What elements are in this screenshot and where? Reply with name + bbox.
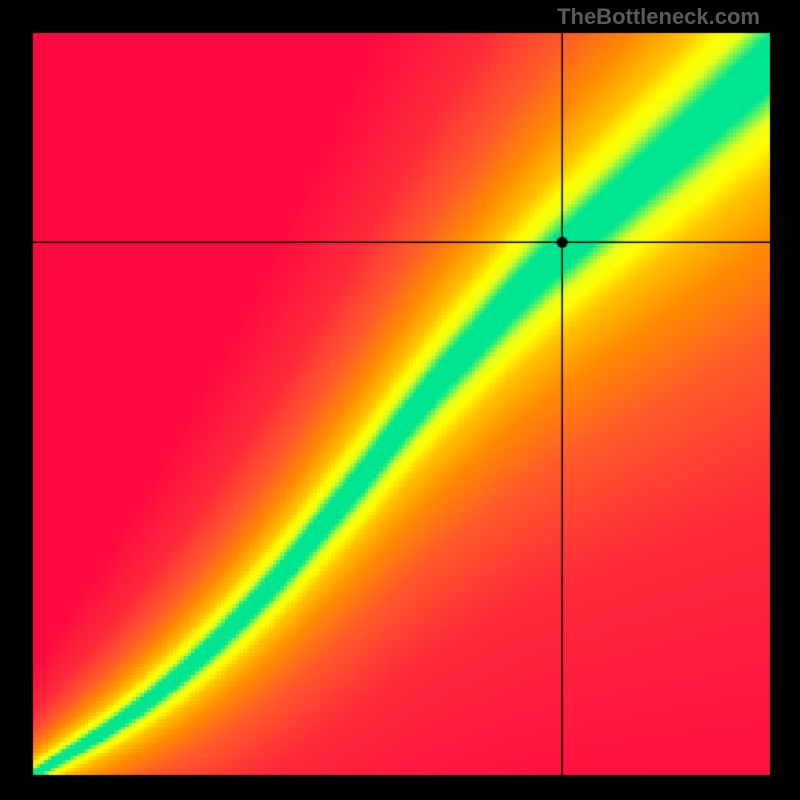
- bottleneck-heatmap: [0, 0, 800, 800]
- chart-container: TheBottleneck.com: [0, 0, 800, 800]
- watermark-text: TheBottleneck.com: [557, 4, 760, 30]
